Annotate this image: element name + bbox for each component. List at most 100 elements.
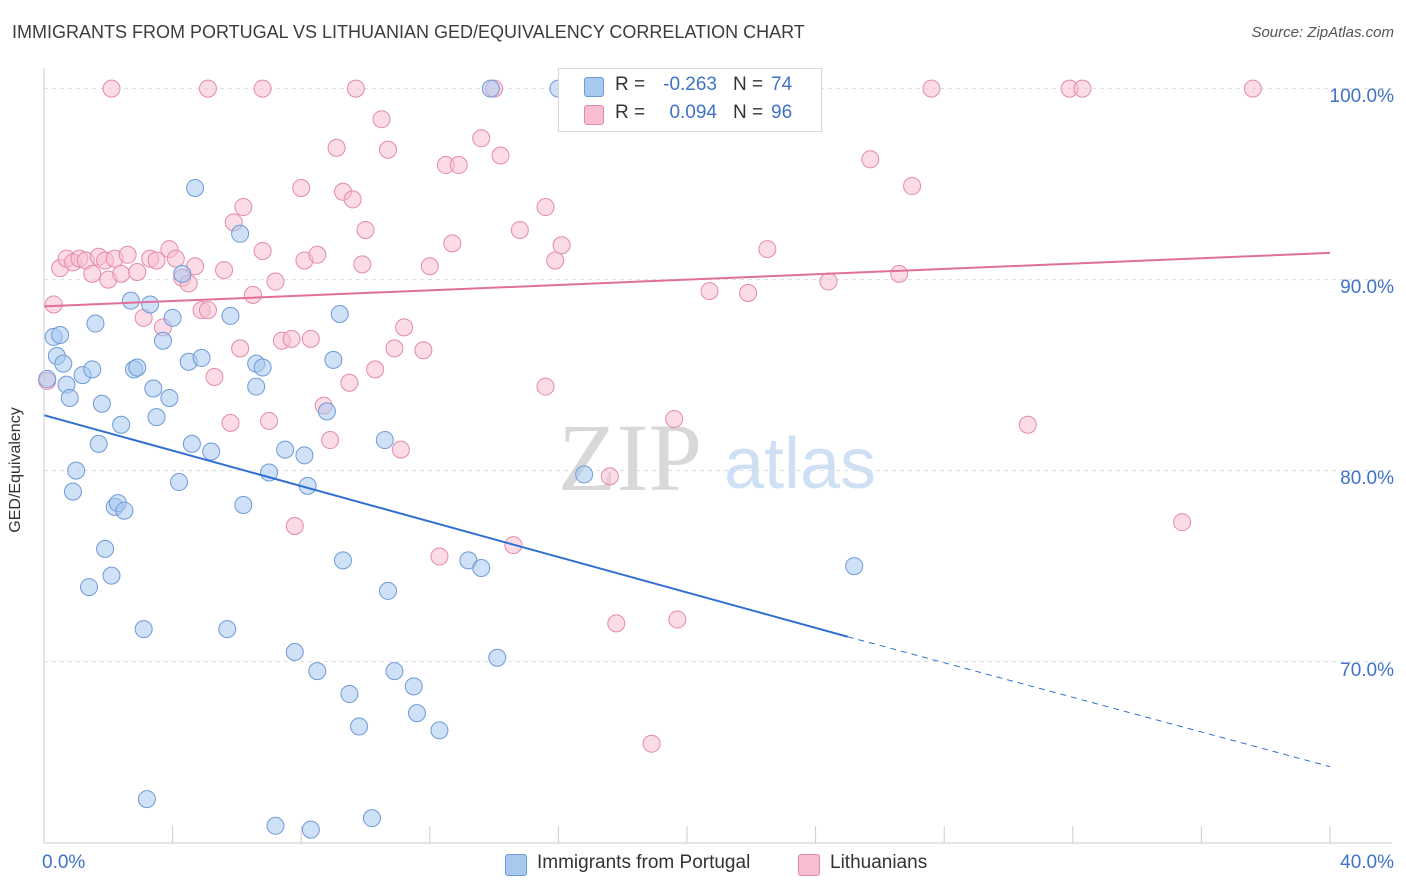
data-point-lithuanians <box>231 339 250 358</box>
data-point-lithuanians <box>301 329 320 348</box>
data-point-portugal <box>86 314 105 333</box>
data-point-lithuanians <box>1073 79 1092 98</box>
data-point-lithuanians <box>819 272 838 291</box>
data-point-lithuanians <box>379 140 398 159</box>
n-value: 96 <box>771 102 793 123</box>
y-tick-label-70: 70.0% <box>1340 660 1394 681</box>
data-point-lithuanians <box>205 368 224 387</box>
data-point-lithuanians <box>607 614 626 633</box>
watermark-atlas: atlas <box>724 424 876 504</box>
x-tick-label-max: 40.0% <box>1340 852 1394 873</box>
data-point-lithuanians <box>546 251 565 270</box>
data-point-portugal <box>276 440 295 459</box>
data-point-portugal <box>481 79 500 98</box>
data-point-portugal <box>51 326 70 345</box>
r-label: R = <box>615 74 646 95</box>
data-point-lithuanians <box>414 341 433 360</box>
trend-line-extension <box>847 636 1331 768</box>
data-point-portugal <box>137 790 156 809</box>
n-label: N = <box>733 74 764 95</box>
data-point-lithuanians <box>128 262 147 281</box>
data-point-portugal <box>247 377 266 396</box>
data-point-lithuanians <box>292 178 311 197</box>
legend-label-lithuanians: Lithuanians <box>830 852 928 873</box>
data-point-portugal <box>80 578 99 597</box>
data-point-lithuanians <box>243 285 262 304</box>
data-point-lithuanians <box>44 295 63 314</box>
data-point-lithuanians <box>353 255 372 274</box>
data-point-lithuanians <box>366 360 385 379</box>
r-label: R = <box>615 102 646 123</box>
data-point-lithuanians <box>112 264 131 283</box>
n-value: 74 <box>771 74 793 95</box>
data-point-lithuanians <box>385 339 404 358</box>
data-point-lithuanians <box>739 283 758 302</box>
data-point-portugal <box>385 662 404 681</box>
data-point-lithuanians <box>491 146 510 165</box>
y-tick-label-100: 100.0% <box>1329 86 1394 107</box>
data-point-portugal <box>128 358 147 377</box>
data-point-lithuanians <box>198 301 217 320</box>
data-point-portugal <box>330 304 349 323</box>
legend-row-lithuanians: R = 0.094 N = 96 <box>559 100 821 128</box>
data-point-lithuanians <box>510 220 529 239</box>
data-point-lithuanians <box>552 236 571 255</box>
trend-lines <box>43 251 1331 768</box>
data-point-lithuanians <box>922 79 941 98</box>
data-point-lithuanians <box>391 440 410 459</box>
data-point-portugal <box>153 331 172 350</box>
data-point-lithuanians <box>215 261 234 280</box>
data-point-portugal <box>404 677 423 696</box>
data-point-lithuanians <box>221 413 240 432</box>
data-point-lithuanians <box>282 329 301 348</box>
data-point-lithuanians <box>536 377 555 396</box>
data-point-lithuanians <box>346 79 365 98</box>
data-point-portugal <box>163 308 182 327</box>
data-point-lithuanians <box>372 110 391 129</box>
data-point-lithuanians <box>147 251 166 270</box>
data-point-portugal <box>362 809 381 828</box>
data-point-portugal <box>308 662 327 681</box>
data-point-portugal <box>115 501 134 520</box>
data-point-lithuanians <box>308 245 327 264</box>
data-point-portugal <box>67 461 86 480</box>
data-point-portugal <box>340 685 359 704</box>
data-point-lithuanians <box>1173 513 1192 532</box>
r-value: -0.263 <box>663 74 717 95</box>
trend-line-portugal <box>43 414 849 638</box>
legend-swatch-lithuanians <box>798 854 820 876</box>
data-point-portugal <box>63 482 82 501</box>
y-tick-label-80: 80.0% <box>1340 468 1394 489</box>
data-point-portugal <box>231 224 250 243</box>
data-point-portugal <box>301 820 320 839</box>
data-point-portugal <box>218 620 237 639</box>
data-point-lithuanians <box>536 198 555 217</box>
data-point-lithuanians <box>668 610 687 629</box>
legend-swatch-portugal <box>505 854 527 876</box>
data-point-lithuanians <box>1243 79 1262 98</box>
data-point-lithuanians <box>665 410 684 429</box>
data-point-portugal <box>173 264 192 283</box>
data-point-portugal <box>221 306 240 325</box>
data-point-lithuanians <box>642 734 661 753</box>
data-point-portugal <box>134 620 153 639</box>
data-point-portugal <box>112 415 131 434</box>
data-point-portugal <box>54 354 73 373</box>
data-point-portugal <box>160 389 179 408</box>
data-point-portugal <box>141 295 160 314</box>
data-point-portugal <box>144 379 163 398</box>
data-point-lithuanians <box>1018 415 1037 434</box>
r-value: 0.094 <box>669 102 717 123</box>
data-point-lithuanians <box>285 516 304 535</box>
chart-source: Source: ZipAtlas.com <box>1251 24 1394 41</box>
data-point-lithuanians <box>395 318 414 337</box>
data-point-portugal <box>430 721 449 740</box>
legend-swatch-lithuanians <box>584 105 604 125</box>
gridlines <box>44 88 1392 663</box>
data-point-portugal <box>253 358 272 377</box>
data-point-portugal <box>575 465 594 484</box>
data-point-lithuanians <box>321 431 340 450</box>
n-label: N = <box>733 102 764 123</box>
data-point-portugal <box>285 643 304 662</box>
data-point-portugal <box>375 431 394 450</box>
